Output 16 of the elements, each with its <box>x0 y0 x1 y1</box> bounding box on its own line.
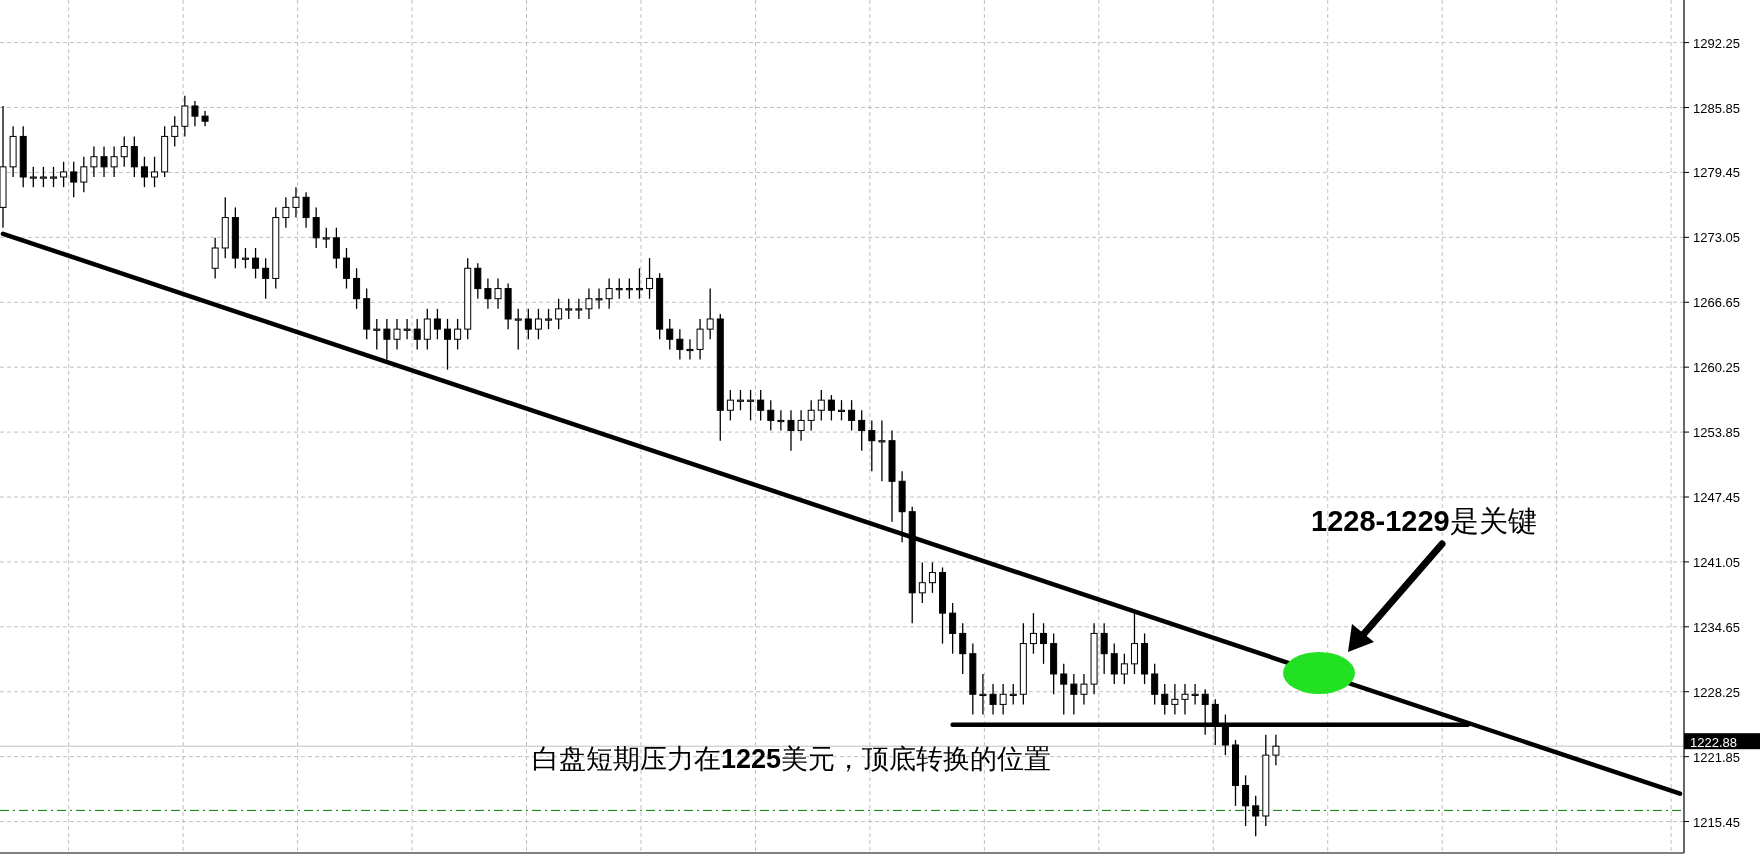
y-tick-label: 1279.45 <box>1693 165 1740 181</box>
annotation: 白盘短期压力在1225美元，顶底转换的位置 <box>532 744 1052 774</box>
y-tick-label: 1260.25 <box>1693 360 1740 376</box>
y-tick-label: 1285.85 <box>1693 100 1740 116</box>
y-tick-label: 1247.45 <box>1693 489 1740 505</box>
y-tick-label: 1215.45 <box>1693 814 1740 830</box>
y-tick-label: 1292.25 <box>1693 35 1740 51</box>
annotation: 1228-1229是关键 <box>1311 505 1537 537</box>
y-tick-label: 1228.25 <box>1693 684 1740 700</box>
y-tick-label: 1253.85 <box>1693 425 1740 441</box>
ref-line-label: 1222.88 <box>1690 734 1737 750</box>
y-tick-label: 1241.05 <box>1693 554 1740 570</box>
y-tick-label: 1221.85 <box>1693 749 1740 765</box>
y-tick-label: 1266.65 <box>1693 295 1740 311</box>
y-tick-label: 1273.05 <box>1693 230 1740 246</box>
y-tick-label: 1234.65 <box>1693 619 1740 635</box>
